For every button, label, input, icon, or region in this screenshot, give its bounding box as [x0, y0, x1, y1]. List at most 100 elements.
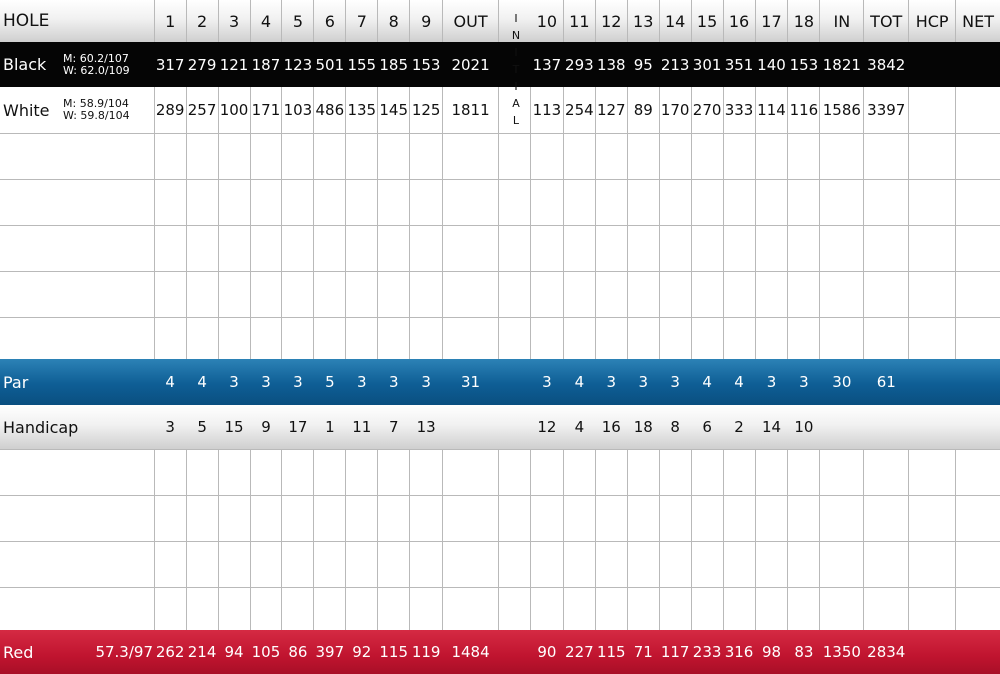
- score-cell[interactable]: [251, 226, 283, 271]
- score-cell[interactable]: [788, 542, 821, 587]
- score-cell[interactable]: [0, 542, 155, 587]
- score-cell[interactable]: [724, 180, 756, 225]
- score-cell[interactable]: [410, 272, 444, 317]
- score-cell[interactable]: [660, 134, 692, 179]
- score-cell[interactable]: [410, 542, 444, 587]
- score-cell[interactable]: [820, 318, 865, 359]
- score-cell[interactable]: [909, 226, 957, 271]
- score-cell[interactable]: [314, 588, 347, 630]
- score-cell[interactable]: [692, 272, 724, 317]
- score-cell[interactable]: [314, 542, 347, 587]
- score-cell[interactable]: [724, 542, 756, 587]
- score-cell[interactable]: [564, 272, 596, 317]
- score-cell[interactable]: [443, 226, 500, 271]
- score-cell[interactable]: [187, 588, 219, 630]
- score-cell[interactable]: [531, 588, 564, 630]
- score-cell[interactable]: [628, 226, 660, 271]
- score-cell[interactable]: [956, 588, 1000, 630]
- score-cell[interactable]: [0, 496, 155, 541]
- score-cell[interactable]: [956, 450, 1000, 495]
- score-cell[interactable]: [756, 134, 789, 179]
- score-cell[interactable]: [909, 496, 957, 541]
- score-cell[interactable]: [410, 496, 444, 541]
- score-cell[interactable]: [660, 450, 692, 495]
- score-cell[interactable]: [864, 134, 910, 179]
- score-cell[interactable]: [499, 450, 531, 495]
- score-cell[interactable]: [956, 134, 1000, 179]
- score-cell[interactable]: [0, 180, 155, 225]
- score-cell[interactable]: [820, 588, 865, 630]
- score-cell[interactable]: [596, 496, 628, 541]
- score-cell[interactable]: [346, 134, 379, 179]
- score-cell[interactable]: [378, 450, 411, 495]
- score-cell[interactable]: [410, 134, 444, 179]
- score-cell[interactable]: [660, 272, 692, 317]
- score-cell[interactable]: [219, 272, 251, 317]
- score-cell[interactable]: [0, 134, 155, 179]
- score-cell[interactable]: [864, 496, 910, 541]
- score-cell[interactable]: [499, 318, 531, 359]
- score-cell[interactable]: [956, 272, 1000, 317]
- score-cell[interactable]: [531, 272, 564, 317]
- score-cell[interactable]: [596, 318, 628, 359]
- score-cell[interactable]: [314, 180, 347, 225]
- score-cell[interactable]: [410, 450, 444, 495]
- score-cell[interactable]: [788, 226, 821, 271]
- score-cell[interactable]: [346, 496, 379, 541]
- score-cell[interactable]: [282, 542, 315, 587]
- score-cell[interactable]: [219, 496, 251, 541]
- score-cell[interactable]: [564, 180, 596, 225]
- score-cell[interactable]: [756, 226, 789, 271]
- score-cell[interactable]: [346, 180, 379, 225]
- score-cell[interactable]: [187, 496, 219, 541]
- score-cell[interactable]: [864, 542, 910, 587]
- score-cell[interactable]: [346, 272, 379, 317]
- score-cell[interactable]: [251, 272, 283, 317]
- score-cell[interactable]: [499, 180, 531, 225]
- score-cell[interactable]: [314, 272, 347, 317]
- score-cell[interactable]: [660, 226, 692, 271]
- score-cell[interactable]: [628, 496, 660, 541]
- score-cell[interactable]: [346, 318, 379, 359]
- score-cell[interactable]: [155, 134, 187, 179]
- score-cell[interactable]: [909, 272, 957, 317]
- score-cell[interactable]: [187, 134, 219, 179]
- score-cell[interactable]: [219, 588, 251, 630]
- score-cell[interactable]: [499, 226, 531, 271]
- score-cell[interactable]: [378, 496, 411, 541]
- score-cell[interactable]: [378, 318, 411, 359]
- score-cell[interactable]: [219, 134, 251, 179]
- score-cell[interactable]: [187, 180, 219, 225]
- score-cell[interactable]: [564, 134, 596, 179]
- score-cell[interactable]: [724, 318, 756, 359]
- score-cell[interactable]: [155, 496, 187, 541]
- score-cell[interactable]: [756, 450, 789, 495]
- score-cell[interactable]: [660, 318, 692, 359]
- score-cell[interactable]: [531, 450, 564, 495]
- score-cell[interactable]: [499, 542, 531, 587]
- score-cell[interactable]: [282, 226, 315, 271]
- score-cell[interactable]: [820, 180, 865, 225]
- score-cell[interactable]: [155, 318, 187, 359]
- score-cell[interactable]: [956, 180, 1000, 225]
- score-cell[interactable]: [155, 226, 187, 271]
- score-cell[interactable]: [909, 542, 957, 587]
- score-cell[interactable]: [564, 318, 596, 359]
- score-cell[interactable]: [724, 134, 756, 179]
- score-cell[interactable]: [628, 542, 660, 587]
- score-cell[interactable]: [282, 180, 315, 225]
- score-cell[interactable]: [187, 272, 219, 317]
- score-cell[interactable]: [788, 450, 821, 495]
- score-cell[interactable]: [251, 318, 283, 359]
- score-cell[interactable]: [756, 588, 789, 630]
- score-cell[interactable]: [251, 180, 283, 225]
- score-cell[interactable]: [788, 318, 821, 359]
- score-cell[interactable]: [628, 272, 660, 317]
- score-cell[interactable]: [314, 450, 347, 495]
- score-cell[interactable]: [410, 180, 444, 225]
- score-cell[interactable]: [219, 318, 251, 359]
- score-cell[interactable]: [443, 542, 500, 587]
- score-cell[interactable]: [660, 588, 692, 630]
- score-cell[interactable]: [756, 542, 789, 587]
- score-cell[interactable]: [756, 496, 789, 541]
